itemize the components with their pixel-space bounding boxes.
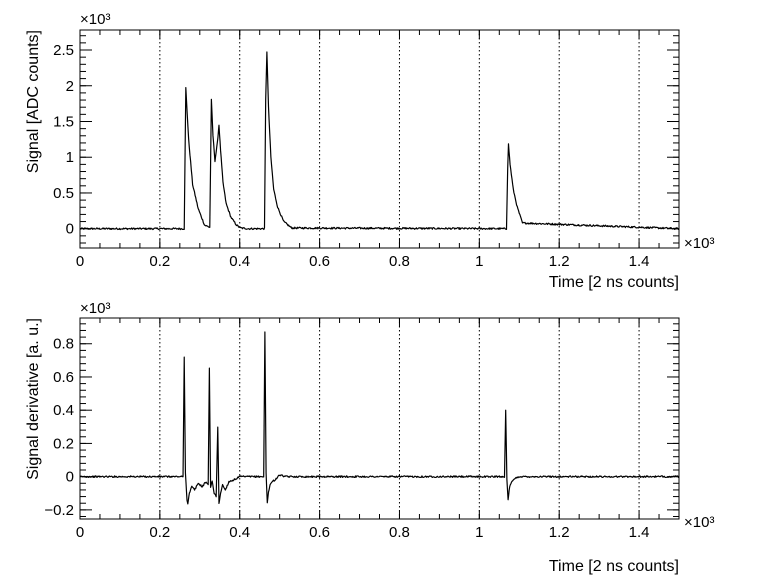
x-tick-label: 0.4: [229, 524, 250, 541]
y-tick-label: 2.5: [53, 42, 74, 59]
signal-trace: [79, 51, 680, 231]
x-tick-label: 1: [475, 253, 483, 270]
derivative-panel: 0 0.2 0.4 0.6 0.8 1 1.2 1.4 −0.200.20.40.60.8 ×…: [25, 300, 714, 575]
derivative-trace: [79, 331, 680, 505]
x-multiplier: ×10³: [684, 235, 714, 252]
y-tick-label: 0.6: [53, 369, 74, 386]
y-tick-label: 0.8: [53, 336, 74, 353]
x-tick-label: 1.2: [549, 253, 570, 270]
axis-ticks: [79, 30, 680, 248]
x-axis-title: Time [2 ns counts]: [549, 558, 679, 575]
x-tick-label: 1: [475, 524, 483, 541]
x-tick-label: 1.4: [629, 253, 650, 270]
x-tick-label: 0.8: [389, 253, 410, 270]
x-tick-labels: 0 0.2 0.4 0.6 0.8 1 1.2 1.4: [76, 253, 650, 270]
y-tick-label: 0.4: [53, 402, 74, 419]
axis-ticks: [79, 318, 680, 519]
y-axis-title: Signal [ADC counts]: [25, 30, 42, 173]
signal-panel: 0 0.2 0.4 0.6 0.8 1 1.2 1.4 0 0.5 1 1.5 2 2.5 ×10³ ×…: [25, 11, 714, 291]
x-tick-label: 0: [76, 253, 84, 270]
x-tick-label: 0.6: [309, 253, 330, 270]
y-axis-title: Signal derivative [a. u.]: [25, 318, 42, 480]
x-tick-label: 0.6: [309, 524, 330, 541]
y-tick-label: 1.5: [53, 113, 74, 130]
y-multiplier: ×10³: [80, 300, 110, 317]
plot-frame: [79, 317, 680, 520]
grid-lines: [159, 318, 640, 519]
y-tick-label: 0.2: [53, 435, 74, 452]
y-tick-label: 1: [66, 149, 74, 166]
y-tick-labels: −0.2 0 0.2 0.4 0.6 0.8: [44, 336, 74, 519]
y-tick-label: 0: [66, 221, 74, 238]
x-tick-label: 0.2: [149, 524, 170, 541]
x-tick-label: 0.8: [389, 524, 410, 541]
grid-lines: [159, 30, 640, 248]
plot-frame: [79, 29, 680, 249]
y-tick-label: 0.5: [53, 185, 74, 202]
x-tick-labels: 0 0.2 0.4 0.6 0.8 1 1.2 1.4: [76, 524, 650, 541]
x-tick-label: 1.4: [629, 524, 650, 541]
x-tick-label: 0.4: [229, 253, 250, 270]
y-tick-label: 2: [66, 78, 74, 95]
y-multiplier: ×10³: [80, 11, 110, 28]
x-tick-label: 0: [76, 524, 84, 541]
x-tick-label: 0.2: [149, 253, 170, 270]
y-tick-labels: 0 0.5 1 1.5 2 2.5: [53, 42, 74, 238]
x-tick-label: 1.2: [549, 524, 570, 541]
x-axis-title: Time [2 ns counts]: [549, 274, 679, 291]
x-multiplier: ×10³: [684, 514, 714, 531]
y-tick-label: −0.2: [44, 502, 74, 519]
y-tick-label: 0: [66, 469, 74, 486]
